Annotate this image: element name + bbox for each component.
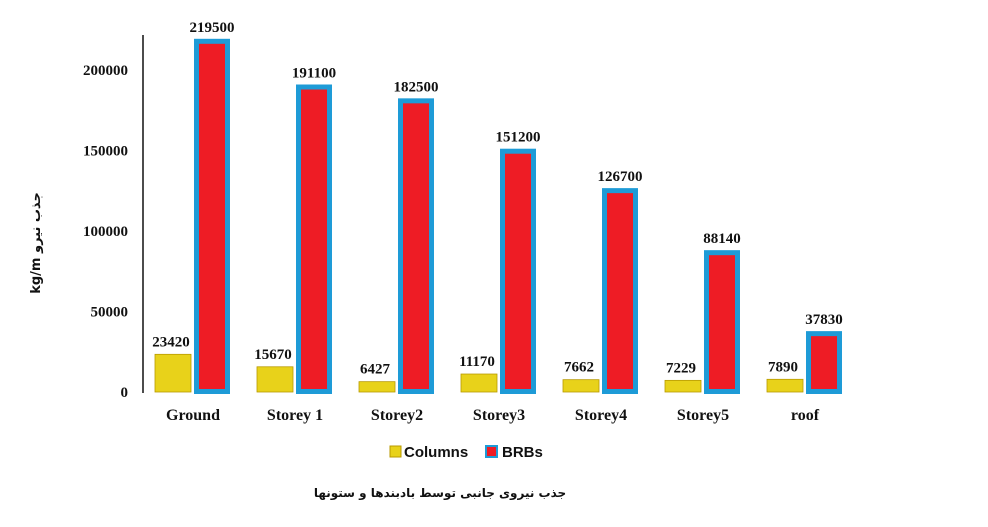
bar-brbs (602, 188, 638, 394)
legend-label-brbs: BRBs (502, 444, 543, 461)
category-labels: Ground Storey 1 Storey2 Storey3 Storey4 Store… (166, 407, 820, 424)
data-label-brbs: 151200 (496, 130, 541, 146)
bar-brbs (296, 84, 332, 395)
data-label-brbs: 88140 (703, 231, 741, 247)
chart-caption: جذب نیروی جانبی توسط بادبندها و ستونها (314, 486, 566, 501)
bar-brbs (704, 250, 740, 394)
y-axis-label: kg/m جذب نیرو (29, 192, 44, 294)
y-tick-label: 0 (121, 385, 129, 401)
legend: Columns BRBs (389, 444, 543, 461)
x-category-label: Storey5 (677, 407, 729, 424)
x-category-label: Storey3 (473, 407, 525, 424)
bar-columns (664, 379, 702, 393)
legend-swatch-columns (389, 445, 402, 458)
y-tick-label: 150000 (83, 144, 128, 160)
data-label-columns: 6427 (360, 362, 391, 378)
x-category-label: Storey 1 (267, 407, 323, 424)
y-tick-label: 100000 (83, 224, 128, 240)
x-category-label: Storey4 (575, 407, 627, 424)
x-category-label: Storey2 (371, 407, 423, 424)
data-label-brbs: 37830 (805, 312, 843, 328)
data-label-columns: 7890 (768, 359, 798, 375)
bar-brbs (194, 38, 230, 395)
x-category-label: roof (791, 407, 820, 424)
bar-columns (154, 353, 192, 393)
bar-columns (460, 373, 498, 393)
bar-columns (766, 378, 804, 393)
legend-swatch-brbs (485, 445, 498, 458)
y-tick-labels: 0 50000 100000 150000 200000 (83, 63, 128, 401)
data-label-brbs: 182500 (394, 79, 439, 95)
x-category-label: Ground (166, 407, 220, 424)
bar-brbs (398, 98, 434, 394)
y-tick-label: 50000 (91, 305, 129, 321)
bar-brbs (500, 148, 536, 394)
bar-columns (256, 366, 294, 393)
data-label-brbs: 191100 (292, 66, 336, 82)
bar-brbs (806, 331, 842, 394)
data-label-columns: 11170 (459, 354, 495, 370)
data-label-brbs: 219500 (190, 20, 235, 36)
y-tick-label: 200000 (83, 63, 128, 79)
data-label-columns: 15670 (254, 347, 292, 363)
data-labels: 23420 219500 15670 191100 6427 182500 11170 151… (152, 20, 843, 378)
data-label-columns: 23420 (152, 334, 190, 350)
bar-columns (562, 379, 600, 393)
bar-columns (358, 381, 396, 393)
bars (154, 38, 842, 395)
data-label-columns: 7229 (666, 360, 696, 376)
legend-label-columns: Columns (404, 444, 468, 461)
data-label-columns: 7662 (564, 360, 594, 376)
data-label-brbs: 126700 (598, 169, 643, 185)
